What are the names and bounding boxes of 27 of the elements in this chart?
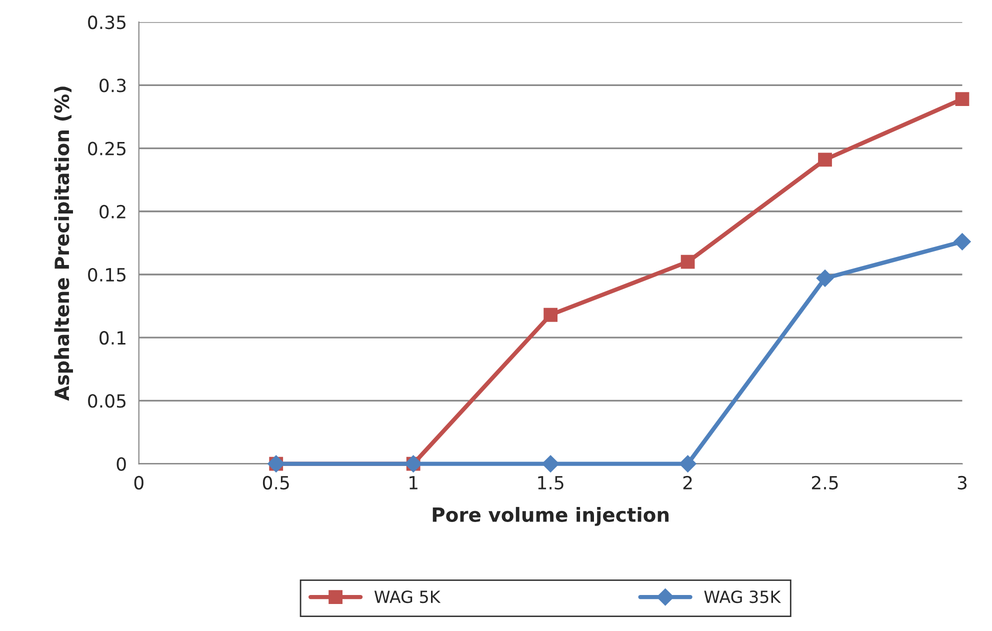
- y-tick-label: 0.35: [88, 16, 126, 30]
- x-tick-label: 1: [410, 476, 418, 490]
- point: [544, 308, 558, 322]
- y-tick-label: 0.2: [100, 204, 126, 218]
- y-tick-label: 0.1: [100, 331, 126, 345]
- x-tick-label: 2.5: [812, 476, 838, 490]
- y-tick-label: 0.15: [88, 268, 126, 282]
- x-tick-label: 0.5: [262, 476, 289, 490]
- point: [818, 152, 832, 167]
- y-tick-label: 0.25: [88, 142, 126, 156]
- y-tick-label: 0.3: [100, 78, 126, 92]
- point: [680, 254, 695, 269]
- point: [955, 92, 970, 106]
- point: [816, 270, 834, 287]
- point: [679, 455, 696, 472]
- x-tick-label: 0: [134, 476, 144, 490]
- x-tick-label: 1.5: [538, 476, 564, 490]
- point: [542, 455, 560, 472]
- x-tick-label: 2: [683, 476, 692, 490]
- y-tick-label: 0: [116, 457, 126, 471]
- x-axis-title: Pore volume injection: [432, 506, 669, 526]
- point: [954, 233, 971, 250]
- legend-label: WAG 35K: [704, 590, 782, 604]
- x-tick-label: 3: [958, 476, 967, 490]
- y-axis-title: Asphaltene Precipitation (%): [54, 86, 73, 401]
- y-tick-label: 0.05: [88, 394, 126, 408]
- legend-label: WAG 5K: [374, 590, 441, 604]
